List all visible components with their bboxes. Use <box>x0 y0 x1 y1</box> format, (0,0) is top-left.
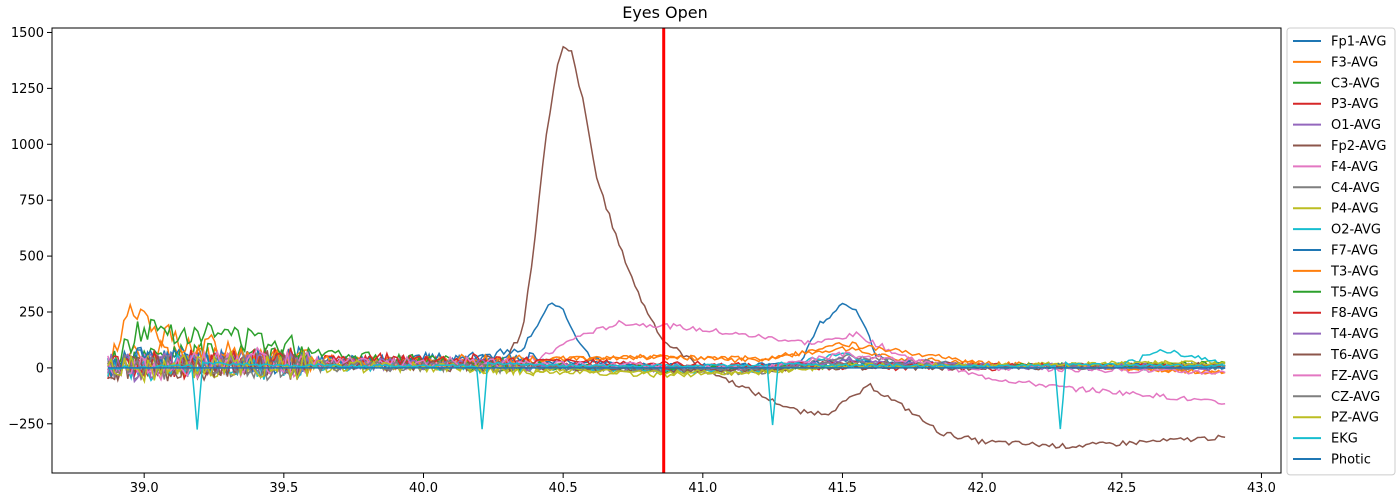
y-tick-label: −250 <box>8 417 44 432</box>
legend-label: Fp1-AVG <box>1331 35 1386 50</box>
y-tick-label: 0 <box>36 361 44 376</box>
y-axis: −250 0 250 500 750 1000 1250 1500 <box>8 26 52 432</box>
legend-label: EKG <box>1331 432 1358 447</box>
legend-label: C4-AVG <box>1331 181 1380 196</box>
legend-label: O1-AVG <box>1331 118 1381 133</box>
legend-label: FZ-AVG <box>1331 369 1379 384</box>
legend-label: PZ-AVG <box>1331 411 1379 426</box>
x-tick-label: 40.5 <box>549 481 578 496</box>
plot-area <box>51 27 1282 474</box>
x-tick-label: 39.5 <box>269 481 298 496</box>
x-tick-label: 42.5 <box>1107 481 1136 496</box>
y-tick-label: 500 <box>19 250 44 265</box>
series-line-t6-avg <box>107 352 1226 381</box>
legend-label: F8-AVG <box>1331 306 1378 321</box>
plot-frame <box>51 27 1282 474</box>
y-tick-label: 1000 <box>11 138 44 153</box>
legend-label: C3-AVG <box>1331 76 1380 91</box>
legend-label: P4-AVG <box>1331 202 1379 217</box>
y-tick-label: 1250 <box>11 82 44 97</box>
x-axis: 39.0 39.5 40.0 40.5 41.0 41.5 42.0 42.5 43.0 <box>130 473 1276 496</box>
chart-title: Eyes Open <box>622 3 708 22</box>
legend-label: O2-AVG <box>1331 223 1381 238</box>
legend-label: Photic <box>1331 453 1371 468</box>
legend-label: F4-AVG <box>1331 160 1378 175</box>
x-tick-label: 40.0 <box>409 481 438 496</box>
y-tick-label: 250 <box>19 305 44 320</box>
legend: Fp1-AVG F3-AVG C3-AVG P3-AVG O1-AVG Fp2-AVG F4… <box>1286 27 1396 476</box>
x-tick-label: 43.0 <box>1247 481 1276 496</box>
x-tick-label: 42.0 <box>968 481 997 496</box>
legend-label: CZ-AVG <box>1331 390 1380 405</box>
legend-label: T6-AVG <box>1330 348 1379 363</box>
x-tick-label: 41.5 <box>828 481 857 496</box>
legend-label: P3-AVG <box>1331 97 1379 112</box>
legend-label: F3-AVG <box>1331 55 1378 70</box>
y-tick-label: 750 <box>19 194 44 209</box>
legend-label: T5-AVG <box>1330 285 1379 300</box>
legend-label: T3-AVG <box>1330 264 1379 279</box>
x-tick-label: 41.0 <box>688 481 717 496</box>
x-tick-label: 39.0 <box>130 481 159 496</box>
legend-box <box>1286 27 1396 476</box>
legend-label: Fp2-AVG <box>1331 139 1386 154</box>
y-tick-label: 1500 <box>11 26 44 41</box>
legend-label: F7-AVG <box>1331 244 1378 259</box>
series-line-fp2-avg <box>107 45 1226 450</box>
legend-label: T4-AVG <box>1330 327 1379 342</box>
